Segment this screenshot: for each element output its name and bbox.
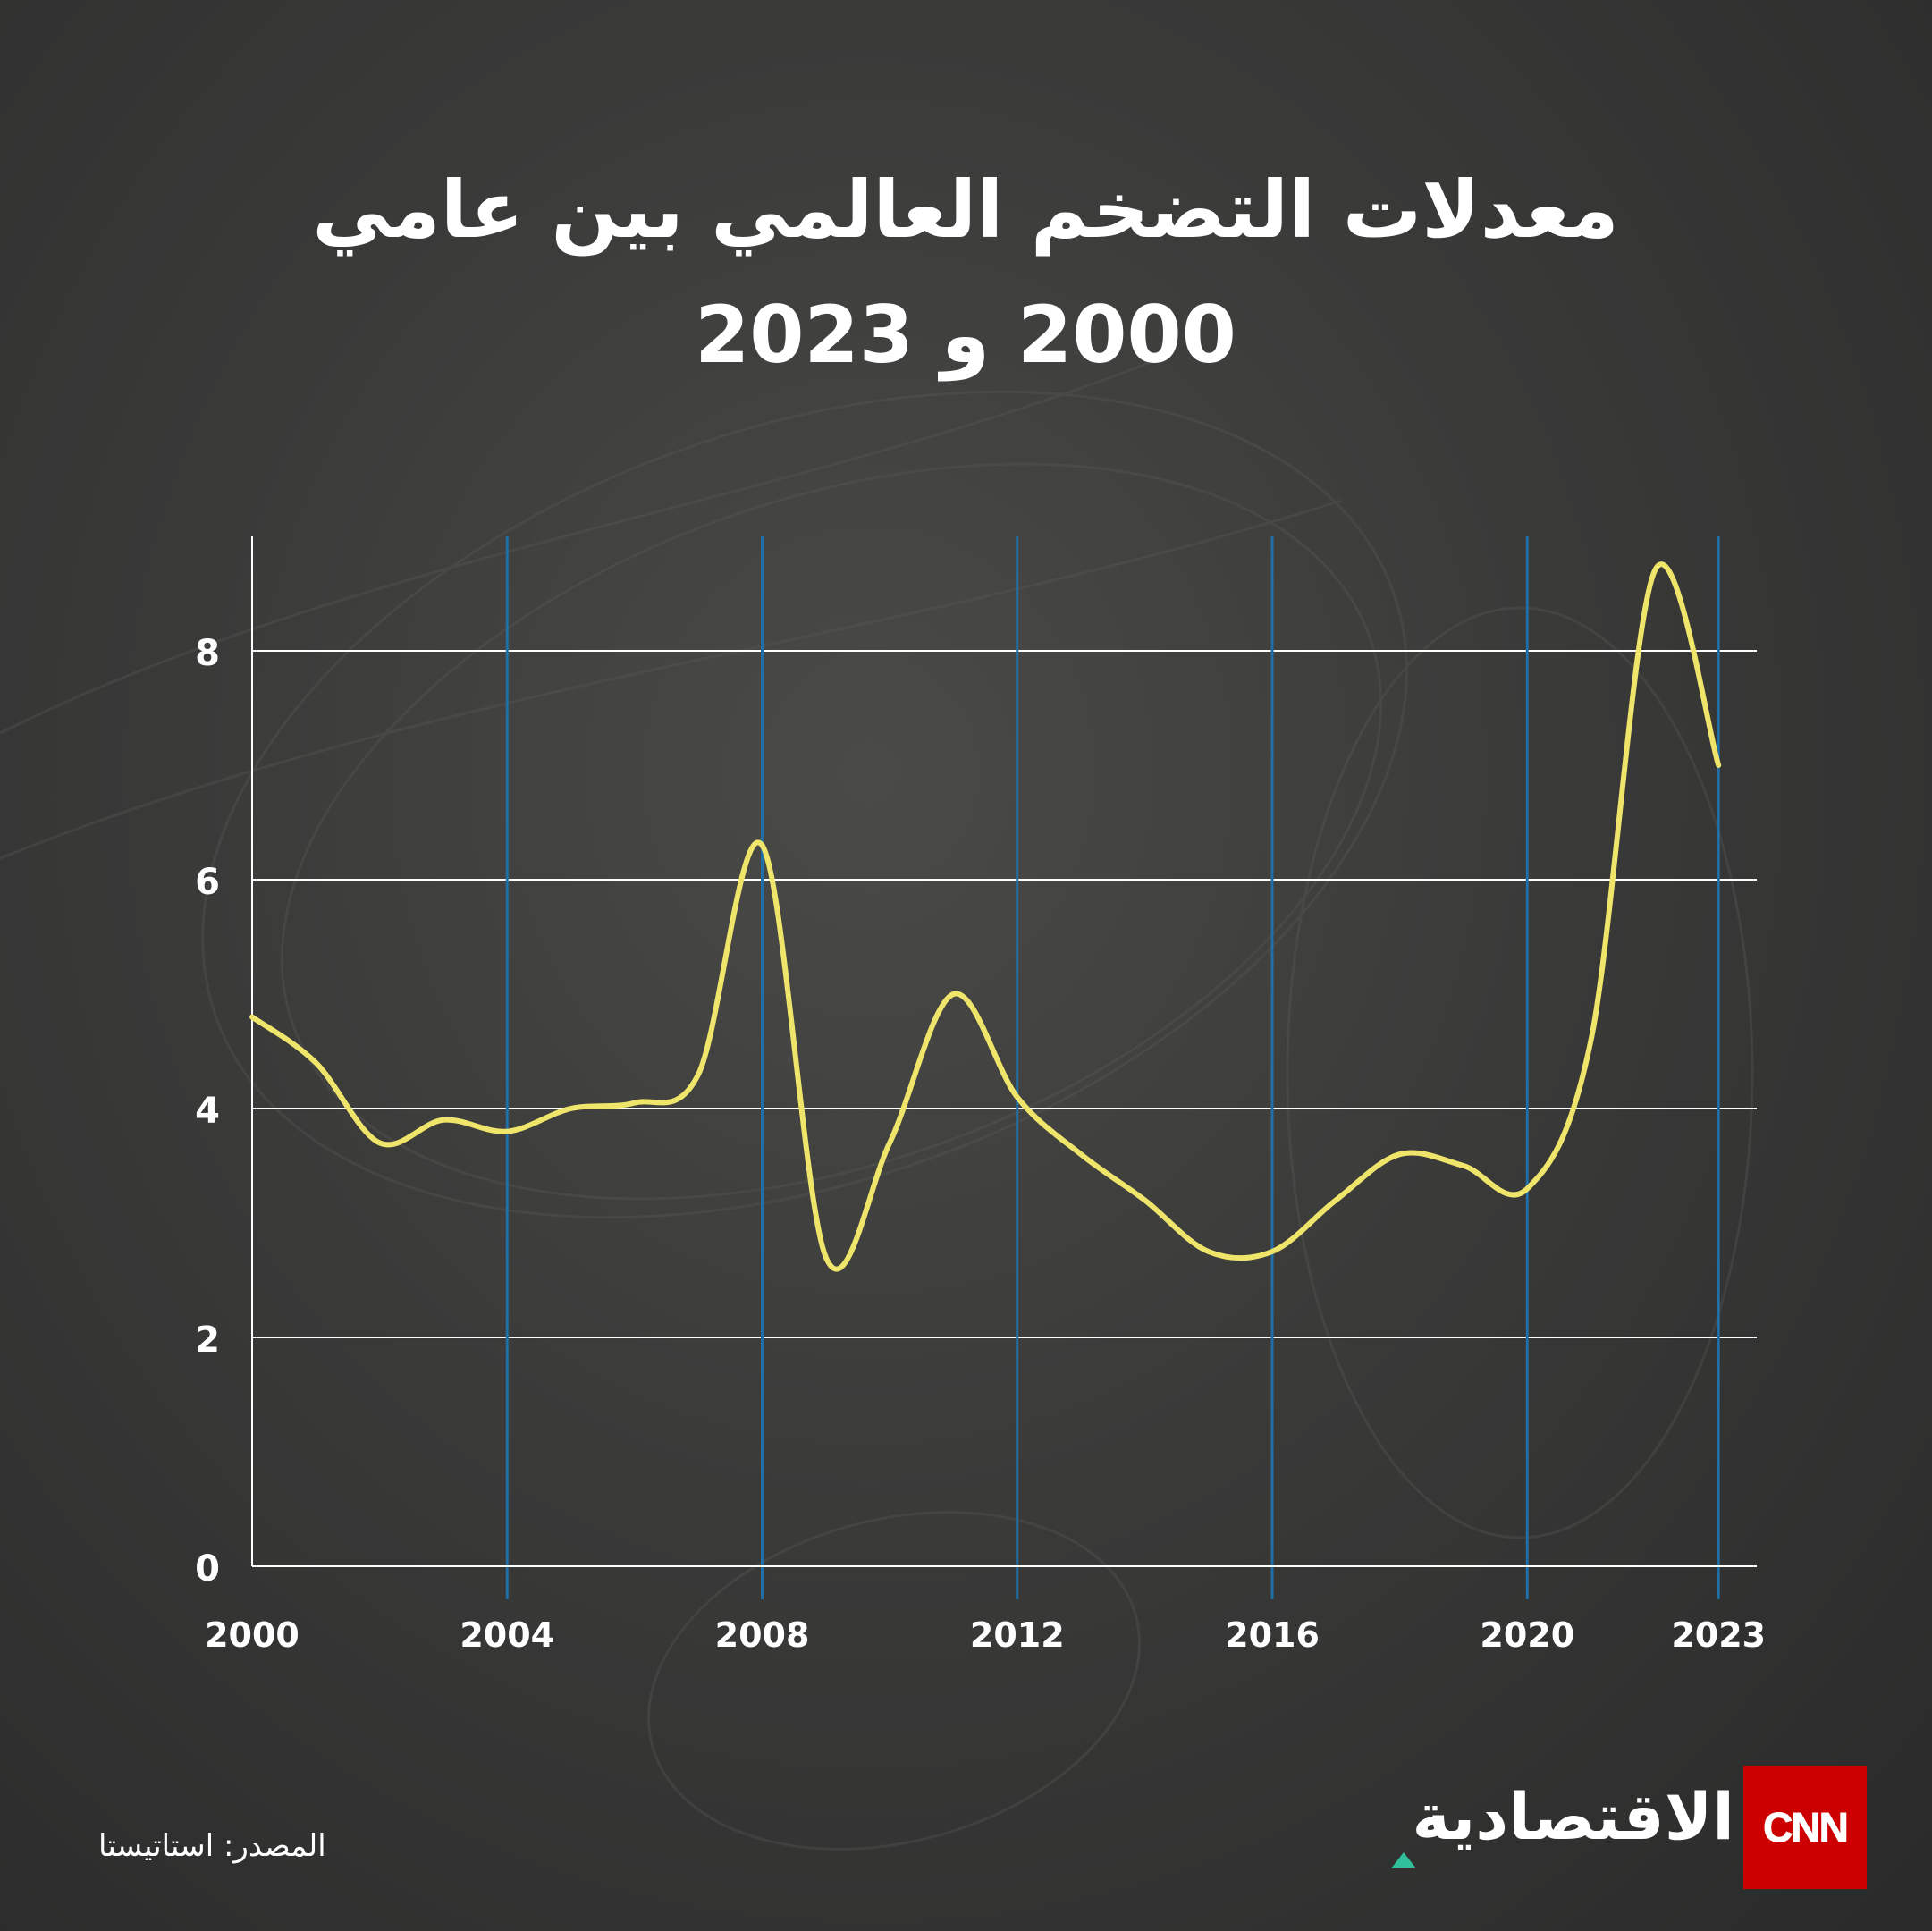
x-tick-label-2023: 2023: [1671, 1615, 1766, 1655]
chart-title-line2: 2000 و 2023: [695, 289, 1236, 381]
y-tick-label-8: 8: [195, 633, 220, 674]
x-tick-label-2016: 2016: [1225, 1615, 1320, 1655]
series-line-0: [249, 561, 1722, 1272]
cnn-logo-text: CNN: [1763, 1804, 1850, 1851]
y-tick-label-4: 4: [195, 1091, 220, 1132]
x-tick-label-2000: 2000: [205, 1615, 300, 1655]
x-tick-label-2020: 2020: [1480, 1615, 1574, 1655]
source-note: المصدر: استاتيستا: [98, 1828, 326, 1864]
x-tick-label-2012: 2012: [970, 1615, 1065, 1655]
chart-title-line1: معدلات التضخم العالمي بين عامي: [312, 164, 1619, 256]
y-tick-label-6: 6: [195, 862, 220, 903]
y-tick-label-2: 2: [195, 1320, 220, 1361]
y-tick-label-0: 0: [195, 1548, 220, 1589]
x-tick-label-2004: 2004: [460, 1615, 554, 1655]
brand-triangle-icon: [1391, 1852, 1416, 1868]
brand-arabic-logo: الاقتصادية: [1412, 1779, 1734, 1854]
cnn-logo: CNN: [1743, 1766, 1867, 1889]
chart-title: معدلات التضخم العالمي بين عامي 2000 و 20…: [161, 148, 1770, 398]
x-tick-label-2008: 2008: [715, 1615, 810, 1655]
